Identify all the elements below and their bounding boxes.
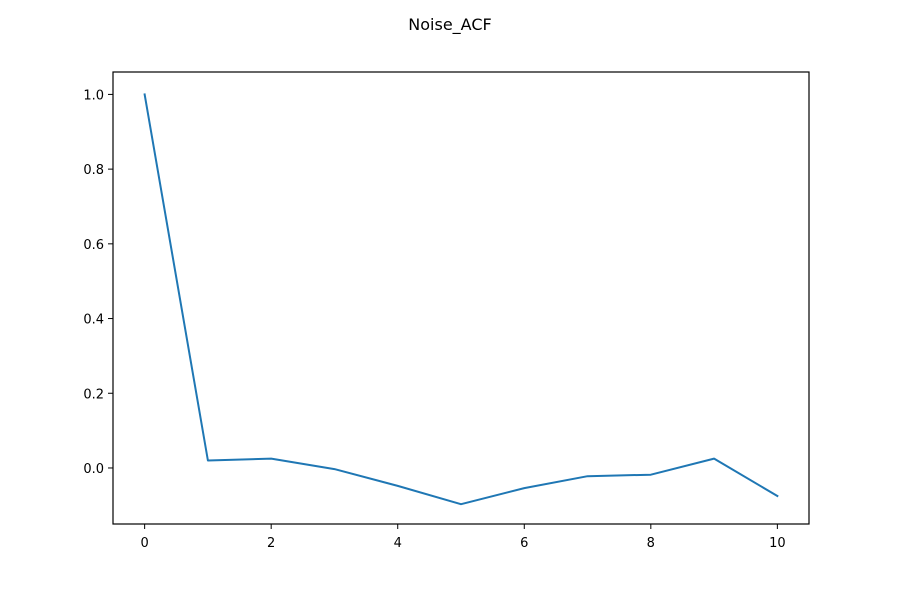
chart-title: Noise_ACF [408,15,491,35]
x-tick-label: 6 [520,536,528,551]
y-tick-label: 0.0 [83,462,104,477]
y-tick-label: 0.4 [83,313,104,328]
series-line-0 [143,93,779,506]
y-tick-label: 0.6 [83,238,104,253]
y-tick-label: 1.0 [83,88,104,103]
x-tick-label: 0 [140,536,148,551]
plot-area: 0 2 4 6 8 10 0.0 0.2 0.4 0.6 0.8 1.0 [83,71,810,551]
x-tick-label: 4 [394,536,402,551]
x-tick-label: 8 [647,536,655,551]
x-tick-label: 10 [769,536,786,551]
x-tick-label: 2 [267,536,275,551]
y-tick-label: 0.8 [83,163,104,178]
axes-frame [112,71,810,525]
y-tick-label: 0.2 [83,387,104,402]
